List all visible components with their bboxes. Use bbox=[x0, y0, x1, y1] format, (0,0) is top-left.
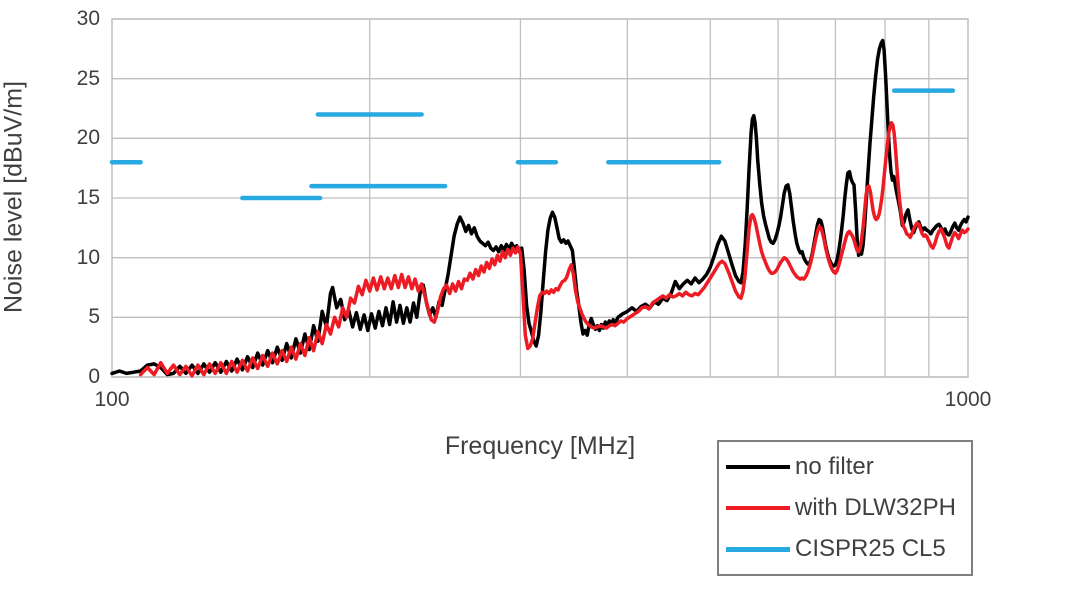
legend-label: with DLW32PH bbox=[795, 493, 956, 521]
y-tick-label: 0 bbox=[88, 365, 100, 388]
no-filter-line-swatch bbox=[726, 464, 790, 469]
y-axis-title: Noise level [dBuV/m] bbox=[0, 80, 28, 314]
x-tick-label: 100 bbox=[94, 388, 130, 411]
legend-item-no-filter: no filter bbox=[719, 448, 971, 486]
y-tick-label: 15 bbox=[76, 186, 100, 209]
plot-frame bbox=[111, 18, 969, 378]
x-axis-title: Frequency [MHz] bbox=[444, 432, 636, 460]
series-line-with-dlw32ph bbox=[138, 121, 970, 378]
legend-item-cispr25-cl5: CISPR25 CL5 bbox=[719, 530, 971, 568]
legend-label: CISPR25 CL5 bbox=[795, 535, 946, 563]
x-tick-label: 1000 bbox=[944, 388, 992, 411]
y-tick-label: 5 bbox=[88, 305, 100, 329]
y-tick-label: 10 bbox=[76, 245, 100, 269]
legend-label: no filter bbox=[795, 452, 874, 480]
series-line-no-filter bbox=[110, 38, 970, 377]
chart-legend: no filter with DLW32PH CISPR25 CL5 bbox=[717, 440, 973, 576]
with-dlw32ph-line-swatch bbox=[726, 505, 790, 510]
cispr25-cl5-line-swatch bbox=[726, 546, 790, 552]
legend-item-with-dlw32ph: with DLW32PH bbox=[719, 489, 971, 527]
y-tick-label: 25 bbox=[76, 66, 100, 90]
y-tick-label: 20 bbox=[76, 126, 100, 150]
y-tick-label: 30 bbox=[76, 7, 100, 30]
